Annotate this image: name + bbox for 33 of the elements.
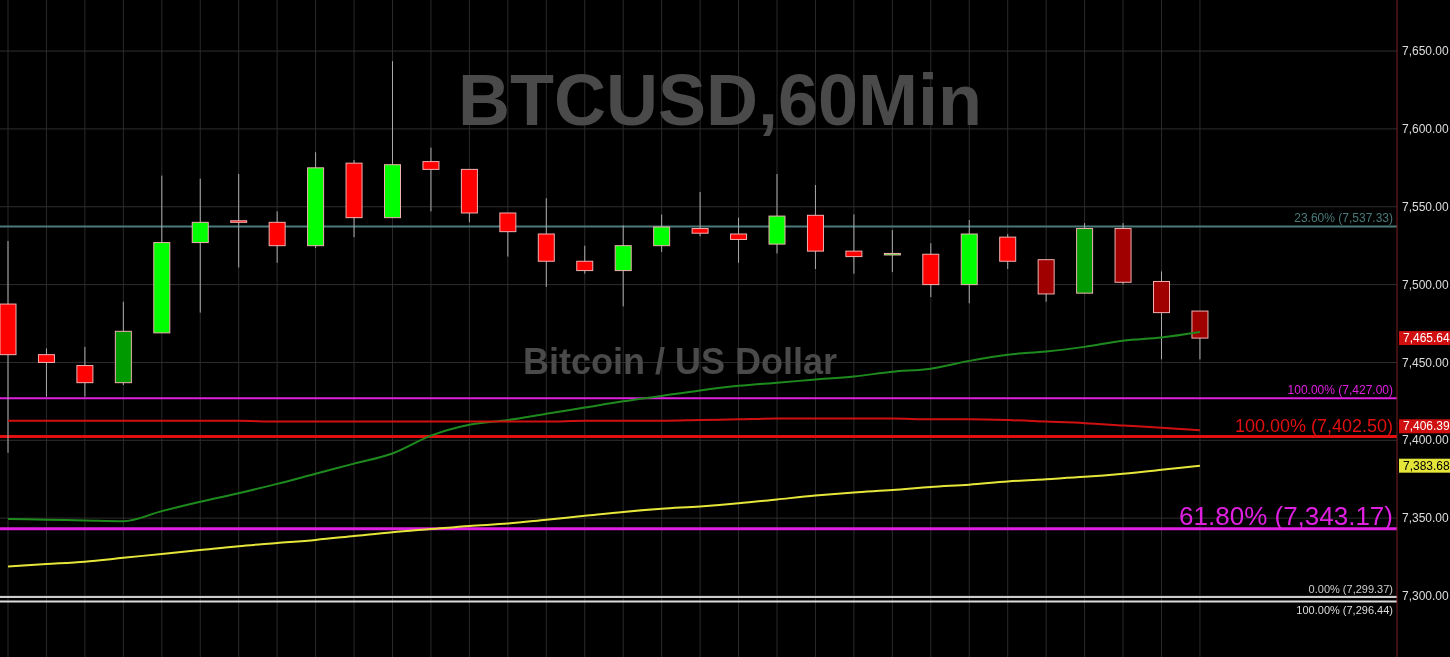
candlestick — [191, 178, 209, 314]
candlestick — [845, 214, 863, 275]
candlestick — [653, 214, 671, 253]
candlestick — [268, 210, 286, 264]
y-tick-label: 7,450.00 — [1402, 355, 1450, 370]
candlestick — [691, 191, 709, 237]
ref-line-label: 23.60% (7,537.33) — [1294, 211, 1393, 226]
y-tick-label: 7,300.00 — [1402, 589, 1450, 604]
text: 7,383.68 — [1403, 458, 1450, 473]
y-tick-label: 7,500.00 — [1402, 277, 1450, 292]
line-series — [7, 417, 1201, 432]
ref-line-label: 0.00% (7,299.37) — [1308, 582, 1393, 595]
text: BTCUSD,60Min — [457, 60, 983, 140]
y-tick-label: 7,600.00 — [1402, 122, 1450, 137]
text: Bitcoin / US Dollar — [522, 341, 838, 382]
y-tick-label: 7,400.00 — [1402, 433, 1450, 448]
text: 7,406.39 — [1403, 419, 1450, 434]
ref-line-label: 100.00% (7,427.00) — [1287, 383, 1393, 398]
candlestick — [499, 212, 517, 258]
y-tick-label: 7,350.00 — [1402, 511, 1450, 526]
ref-line-label: 100.00% (7,402.50) — [1234, 416, 1393, 437]
text: 7,465.64 — [1403, 331, 1450, 346]
candlestick — [230, 173, 248, 268]
y-tick-label: 7,550.00 — [1402, 199, 1450, 214]
candlestick — [883, 229, 901, 273]
candlestick — [730, 217, 748, 264]
candlestick — [422, 147, 440, 212]
candlestick — [37, 347, 55, 398]
candlestick — [576, 245, 594, 275]
ref-line-label: 100.00% (7,296.44) — [1296, 603, 1393, 616]
ref-line-label: 61.80% (7,343.17) — [1179, 500, 1393, 531]
candlestick — [76, 346, 94, 398]
y-tick-label: 7,650.00 — [1402, 44, 1450, 59]
